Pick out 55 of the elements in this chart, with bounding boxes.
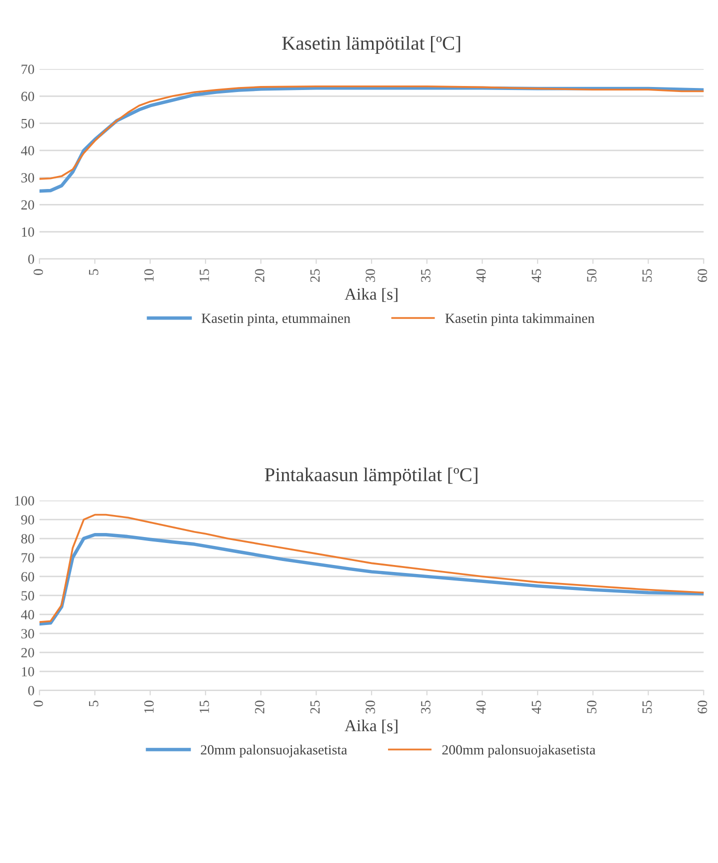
y-tick-label: 30 [21, 173, 34, 182]
line-series [39, 514, 704, 623]
y-tick-label: 60 [21, 92, 34, 102]
line-series [39, 533, 704, 626]
y-tick-label: 90 [21, 515, 34, 524]
x-tick-label: 40 [476, 700, 486, 714]
x-tick-label: 35 [421, 269, 430, 282]
x-tick-label: 30 [366, 269, 376, 282]
x-tick-label: 20 [254, 700, 264, 714]
x-tick-label: 45 [532, 700, 542, 714]
x-tick-label: 50 [587, 269, 596, 282]
y-tick-label: 60 [21, 572, 34, 582]
x-axis-title: Aika [s] [344, 288, 398, 302]
y-tick-label: 10 [22, 666, 34, 676]
chart-title: Kasetin lämpötilat [ºC] [282, 36, 460, 54]
y-tick-label: 80 [21, 534, 34, 544]
y-tick-label: 20 [21, 200, 34, 210]
x-tick-label: 60 [698, 269, 708, 282]
y-tick-label: 70 [22, 64, 34, 74]
y-tick-label: 40 [21, 610, 34, 620]
x-tick-label: 55 [642, 700, 652, 714]
y-tick-label: 20 [21, 648, 34, 658]
x-tick-label: 10 [144, 269, 154, 282]
x-axis-title: Aika [s] [344, 720, 398, 734]
legend-label: 20mm palonsuojakasetista [200, 744, 348, 758]
x-tick-label: 50 [587, 700, 596, 714]
legend-label: 200mm palonsuojakasetista [442, 744, 596, 758]
x-tick-label: 5 [89, 700, 98, 706]
x-tick-label: 60 [698, 700, 708, 714]
x-tick-label: 45 [532, 269, 542, 282]
x-tick-label: 25 [310, 269, 320, 282]
x-tick-label: 55 [642, 269, 652, 282]
x-tick-label: 10 [144, 700, 154, 713]
y-tick-label: 40 [21, 146, 34, 156]
x-tick-label: 40 [476, 269, 486, 282]
x-tick-label: 30 [366, 700, 376, 714]
x-tick-label: 25 [310, 700, 320, 714]
x-tick-label: 15 [200, 700, 210, 713]
y-tick-label: 0 [28, 686, 34, 696]
y-tick-label: 50 [22, 118, 34, 128]
y-tick-label: 10 [22, 227, 34, 237]
y-tick-label: 70 [22, 553, 34, 562]
y-tick-label: 50 [22, 591, 34, 600]
legend-label: Kasetin pinta, etummainen [202, 314, 350, 326]
x-tick-label: 0 [34, 700, 43, 707]
y-tick-label: 0 [28, 254, 34, 264]
x-tick-label: 35 [421, 700, 430, 714]
chart-title: Pintakaasun lämpötilat [ºC] [264, 468, 478, 486]
legend-label: Kasetin pinta takimmainen [445, 313, 594, 326]
x-tick-label: 15 [200, 269, 210, 282]
x-tick-label: 5 [89, 269, 98, 275]
x-tick-label: 0 [34, 269, 43, 276]
x-tick-label: 20 [254, 269, 264, 282]
y-tick-label: 30 [21, 629, 34, 638]
y-tick-label: 100 [15, 496, 34, 506]
